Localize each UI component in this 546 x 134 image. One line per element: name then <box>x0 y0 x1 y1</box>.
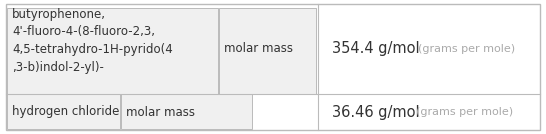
Bar <box>7 8 317 94</box>
Text: 36.46 g/mol: 36.46 g/mol <box>332 105 420 120</box>
Text: 354.4 g/mol: 354.4 g/mol <box>332 42 420 57</box>
Bar <box>7 94 120 129</box>
Bar <box>7 8 218 94</box>
Text: butyrophenone,
4'-fluoro-4-(8-fluoro-2,3,
4,5-tetrahydro-1H-pyrido(4
,3-b)indol-: butyrophenone, 4'-fluoro-4-(8-fluoro-2,3… <box>12 8 173 74</box>
Text: molar mass: molar mass <box>224 42 293 55</box>
Text: (grams per mole): (grams per mole) <box>418 44 515 54</box>
Bar <box>219 8 316 94</box>
Bar <box>7 94 251 129</box>
Text: (grams per mole): (grams per mole) <box>416 107 513 117</box>
Text: hydrogen chloride: hydrogen chloride <box>12 105 120 118</box>
Text: molar mass: molar mass <box>126 105 195 118</box>
Bar <box>121 94 252 129</box>
